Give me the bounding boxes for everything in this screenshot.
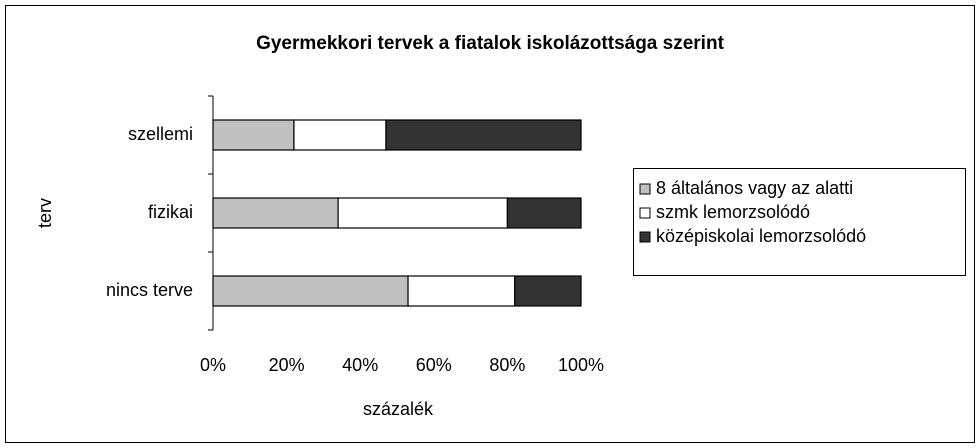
chart-title: Gyermekkori tervek a fiatalok iskolázott…	[256, 33, 724, 54]
bar-segment	[407, 275, 516, 307]
legend-label: szmk lemorzsolódó	[656, 202, 810, 222]
y-tick-label: nincs terve	[106, 280, 193, 300]
x-tick-label: 20%	[269, 355, 305, 375]
x-tick-label: 80%	[489, 355, 525, 375]
bar-segment	[337, 197, 508, 229]
x-axis-label: százalék	[363, 399, 434, 419]
bar-segment	[385, 119, 582, 151]
x-tick-label: 40%	[342, 355, 378, 375]
bar-segment	[293, 119, 387, 151]
legend-label: 8 általános vagy az alatti	[656, 178, 853, 198]
bar-segment	[212, 119, 295, 151]
y-axis-label: terv	[35, 198, 55, 228]
x-tick-label: 100%	[558, 355, 604, 375]
bar-segment	[506, 197, 582, 229]
x-tick-label: 60%	[416, 355, 452, 375]
y-tick-label: fizikai	[148, 202, 193, 222]
legend-swatch	[639, 183, 651, 195]
bar-segment	[212, 197, 339, 229]
legend-swatch	[639, 207, 651, 219]
bar-segment	[212, 275, 409, 307]
bar-segment	[514, 275, 582, 307]
y-tick-label: szellemi	[128, 124, 193, 144]
legend-label: középiskolai lemorzsolódó	[656, 226, 866, 246]
legend	[633, 168, 966, 276]
x-tick-label: 0%	[200, 355, 226, 375]
legend-swatch	[639, 231, 651, 243]
